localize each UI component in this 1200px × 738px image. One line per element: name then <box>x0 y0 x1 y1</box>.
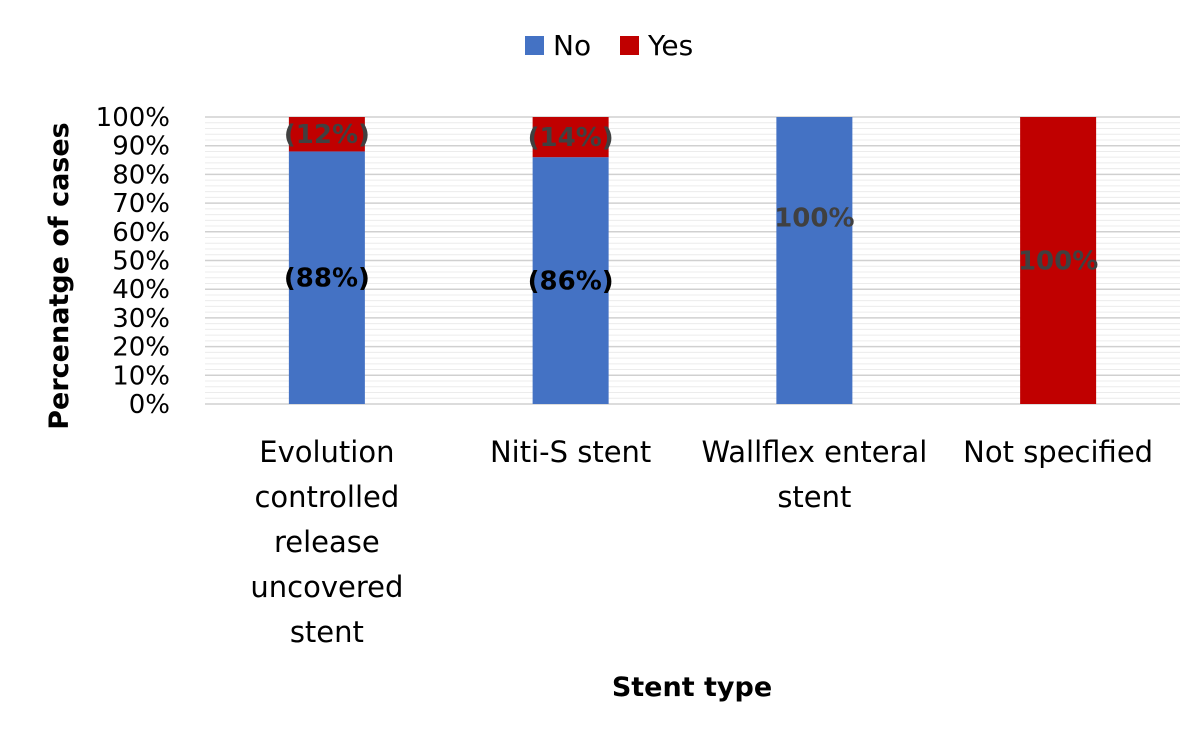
y-tick-label: 20% <box>112 333 170 363</box>
x-category-label: stent <box>290 615 364 649</box>
data-label-yes-2: (14%) <box>528 123 614 153</box>
legend: No Yes <box>525 29 693 62</box>
x-axis-title: Stent type <box>612 672 772 703</box>
data-label-no-3: 100% <box>774 203 854 233</box>
y-tick-label: 0% <box>129 390 170 420</box>
y-axis-ticks: 0%10%20%30%40%50%60%70%80%90%100% <box>96 103 170 420</box>
x-axis-categories: Evolution controlled release uncovered stent… <box>250 435 1153 649</box>
y-tick-label: 30% <box>112 304 170 334</box>
bar-no-3 <box>776 117 853 404</box>
data-labels: (88%) (12%) (86%) (14%) 100% 100% <box>284 120 1098 296</box>
y-tick-label: 90% <box>112 132 170 162</box>
bar-yes-1 <box>288 117 365 152</box>
x-category-label: Not specified <box>963 435 1153 469</box>
bar-no-2 <box>532 157 609 404</box>
x-category-label: Evolution <box>259 435 394 469</box>
legend-swatch-no <box>525 36 544 55</box>
data-label-yes-4: 100% <box>1018 247 1098 277</box>
data-label-yes-1: (12%) <box>284 120 370 150</box>
y-axis-title: Percenatge of cases <box>44 122 75 430</box>
x-category-label: Niti-S stent <box>490 435 651 469</box>
data-label-no-1: (88%) <box>284 264 370 294</box>
y-tick-label: 80% <box>112 160 170 190</box>
y-tick-label: 10% <box>112 361 170 391</box>
bar-yes-2 <box>532 117 609 158</box>
x-category-label: release <box>274 525 380 559</box>
y-tick-label: 60% <box>112 218 170 248</box>
bar-no-1 <box>288 151 365 404</box>
legend-swatch-yes <box>620 36 639 55</box>
y-tick-label: 70% <box>112 189 170 219</box>
gridlines <box>205 116 1180 405</box>
y-tick-label: 100% <box>96 103 170 133</box>
bar-yes-4 <box>1020 117 1097 404</box>
y-tick-label: 50% <box>112 247 170 277</box>
x-category-label: Wallflex enteral <box>701 435 927 469</box>
bars <box>288 117 1097 404</box>
x-category-label: stent <box>777 480 851 514</box>
legend-label-yes: Yes <box>647 29 693 62</box>
x-category-label: controlled <box>254 480 399 514</box>
data-label-no-2: (86%) <box>528 267 614 297</box>
y-tick-label: 40% <box>112 275 170 305</box>
legend-label-no: No <box>553 29 591 62</box>
x-category-label: uncovered <box>250 570 403 604</box>
